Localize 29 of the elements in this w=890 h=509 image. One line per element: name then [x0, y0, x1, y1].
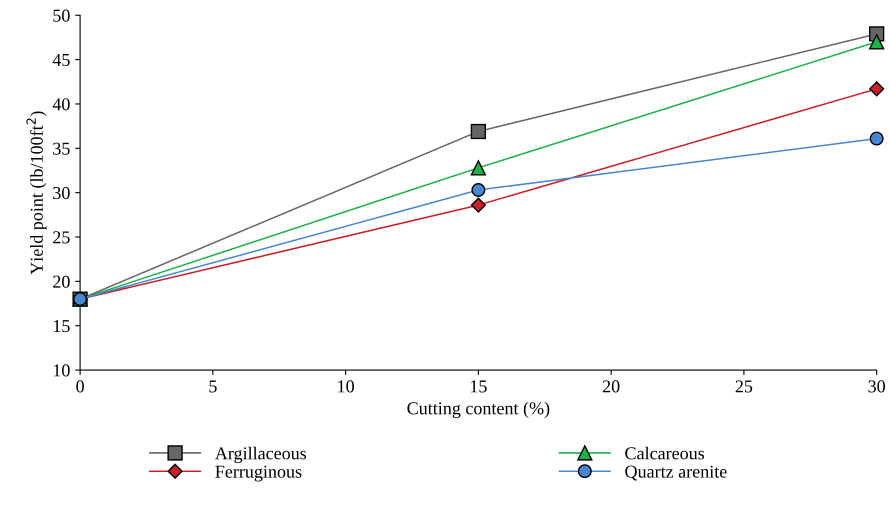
point — [869, 81, 884, 96]
point — [470, 198, 486, 213]
x-tick-label: 15 — [470, 380, 487, 392]
y-tick-label: 25 — [53, 231, 70, 244]
y-axis-title: Yield point (lb/100ft$^{2}$) — [26, 111, 46, 275]
x-tick-label: 30 — [868, 380, 885, 392]
x-tick-label: 10 — [338, 380, 354, 392]
point — [870, 132, 884, 146]
y-tick-label: 35 — [53, 142, 70, 155]
y-tick-label: 40 — [52, 98, 70, 110]
point — [471, 183, 486, 197]
legend-label: Argillaceous — [214, 446, 306, 464]
y-tick-label: 30 — [53, 186, 70, 200]
x-tick-label: 5 — [209, 380, 217, 392]
y-tick-label: 50 — [53, 10, 70, 22]
y-tick-label: 45 — [52, 54, 70, 66]
legend-label: Quartz arenite — [625, 466, 727, 480]
y-tick-label: 10 — [54, 364, 70, 376]
legend-label: Ferruginous — [215, 466, 302, 482]
x-tick-label: 0 — [76, 380, 84, 392]
x-axis-title: Cutting content (%) — [407, 402, 550, 418]
y-tick-label: 15 — [54, 320, 70, 332]
x-tick-label: 20 — [602, 380, 620, 392]
legend-label: Calcareous — [625, 446, 704, 460]
point — [470, 160, 486, 176]
point — [869, 34, 884, 50]
y-tick-label: 20 — [53, 276, 70, 288]
x-tick-label: 25 — [736, 380, 752, 392]
point — [470, 124, 486, 140]
